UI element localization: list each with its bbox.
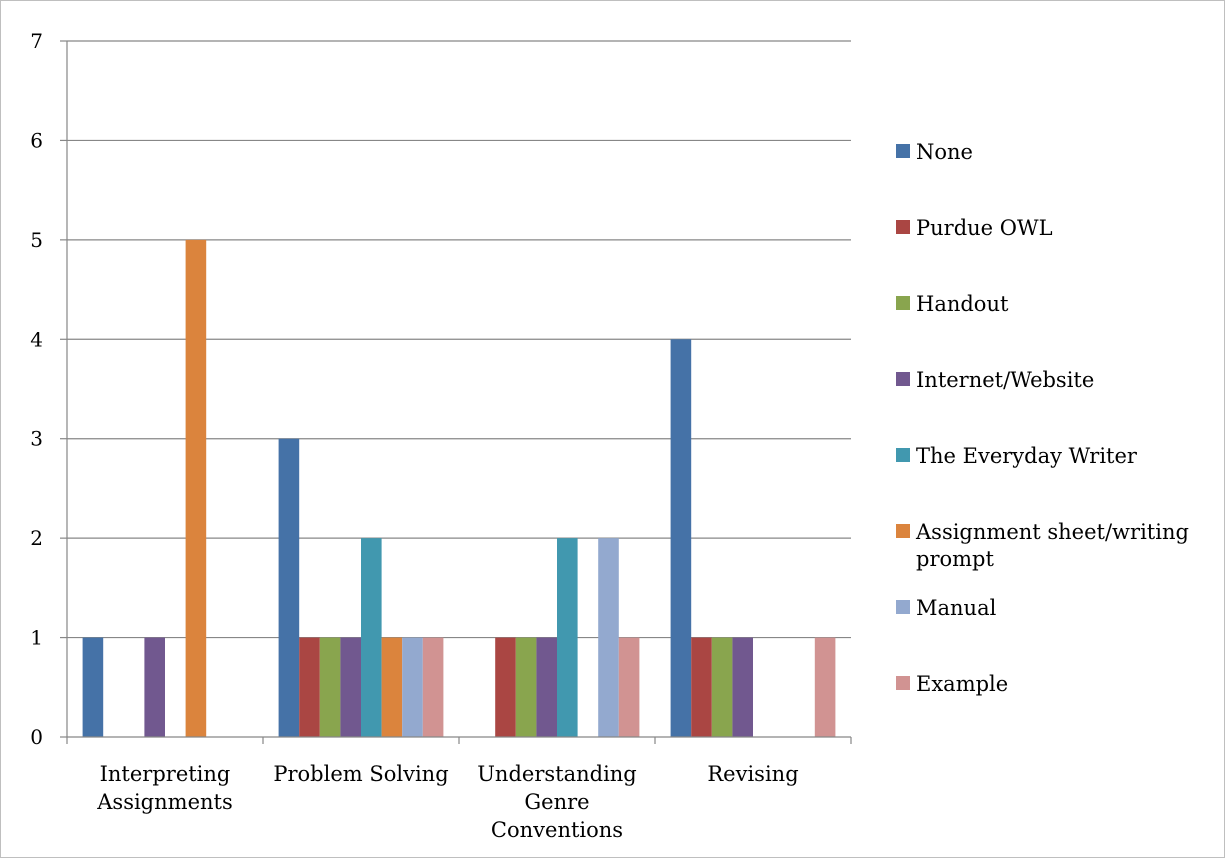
legend-label-assignment-sheet-writing-prompt: Assignment sheet/writing prompt: [915, 520, 1189, 571]
legend-label-line: prompt: [916, 547, 994, 571]
legend-label-internet-website: Internet/Website: [916, 368, 1094, 392]
legend-label-line: Purdue OWL: [916, 216, 1053, 240]
bar-internet-website: [732, 637, 753, 737]
y-tick-label: 0: [30, 725, 43, 749]
y-tick-label: 3: [30, 427, 43, 451]
bar-example: [814, 637, 836, 737]
legend-swatch-internet-website: [896, 372, 910, 386]
legend-label-line: Example: [916, 672, 1008, 696]
x-category-label-line: Revising: [707, 762, 798, 786]
y-tick-label: 2: [30, 526, 43, 550]
legend-label-line: Assignment sheet/writing: [915, 520, 1189, 544]
legend-swatch-assignment-sheet-writing-prompt: [896, 524, 910, 538]
legend-label-purdue-owl: Purdue OWL: [916, 216, 1053, 240]
x-category-label-line: Understanding: [477, 762, 637, 786]
x-category-label: Interpreting Assignments: [96, 762, 233, 814]
y-tick-label: 5: [30, 228, 43, 252]
x-category-label-line: Genre: [524, 790, 589, 814]
bar-internet-website: [340, 637, 361, 737]
bar-none: [670, 339, 692, 737]
bar-internet-website: [144, 637, 165, 737]
x-category-label-line: Conventions: [491, 818, 623, 842]
bar-purdue-owl: [691, 637, 712, 737]
bar-handout: [711, 637, 733, 737]
bar-the-everyday-writer: [361, 538, 382, 737]
bars: [82, 239, 836, 737]
x-category-label: Revising: [707, 762, 798, 786]
x-category-label-line: Interpreting: [100, 762, 231, 786]
bar-purdue-owl: [299, 637, 320, 737]
legend-swatch-none: [896, 144, 910, 158]
bar-internet-website: [536, 637, 557, 737]
bar-example: [422, 637, 444, 737]
bar-assignment-sheet-writing-prompt: [185, 239, 207, 737]
x-category-label-line: Problem Solving: [273, 762, 448, 786]
legend-label-line: Handout: [916, 292, 1009, 316]
y-tick-label: 4: [30, 327, 43, 351]
bar-the-everyday-writer: [557, 538, 578, 737]
legend-swatch-purdue-owl: [896, 220, 910, 234]
legend-label-manual: Manual: [916, 596, 997, 620]
bar-none: [278, 438, 300, 737]
x-axis-category-labels: Interpreting Assignments Problem Solving Un…: [96, 762, 798, 842]
bar-none: [82, 637, 104, 737]
legend-label-line: The Everyday Writer: [916, 444, 1138, 468]
bar-handout: [319, 637, 341, 737]
legend: None Purdue OWL Handout Internet/Website The…: [896, 140, 1189, 696]
x-category-label-line: Assignments: [96, 790, 233, 814]
legend-swatch-the-everyday-writer: [896, 448, 910, 462]
bar-manual: [598, 538, 619, 737]
bar-purdue-owl: [495, 637, 516, 737]
axes: [60, 40, 852, 744]
legend-label-example: Example: [916, 672, 1008, 696]
y-tick-label: 1: [30, 626, 43, 650]
bar-example: [618, 637, 640, 737]
bar-manual: [402, 637, 423, 737]
legend-label-line: None: [916, 140, 973, 164]
legend-label-line: Manual: [916, 596, 997, 620]
legend-label-line: Internet/Website: [916, 368, 1094, 392]
y-axis-tick-labels: 0 1 2 3 4 5 6 7: [30, 29, 43, 749]
gridlines: [67, 40, 851, 639]
legend-label-handout: Handout: [916, 292, 1009, 316]
legend-swatch-handout: [896, 296, 910, 310]
x-category-label: Understanding Genre Conventions: [477, 762, 637, 842]
bar-assignment-sheet-writing-prompt: [381, 637, 403, 737]
legend-label-none: None: [916, 140, 973, 164]
y-tick-label: 6: [30, 128, 43, 152]
legend-swatch-example: [896, 676, 910, 690]
x-category-label: Problem Solving: [273, 762, 448, 786]
y-tick-label: 7: [30, 29, 43, 53]
legend-label-the-everyday-writer: The Everyday Writer: [916, 444, 1138, 468]
legend-swatch-manual: [896, 600, 910, 614]
bar-handout: [515, 637, 537, 737]
